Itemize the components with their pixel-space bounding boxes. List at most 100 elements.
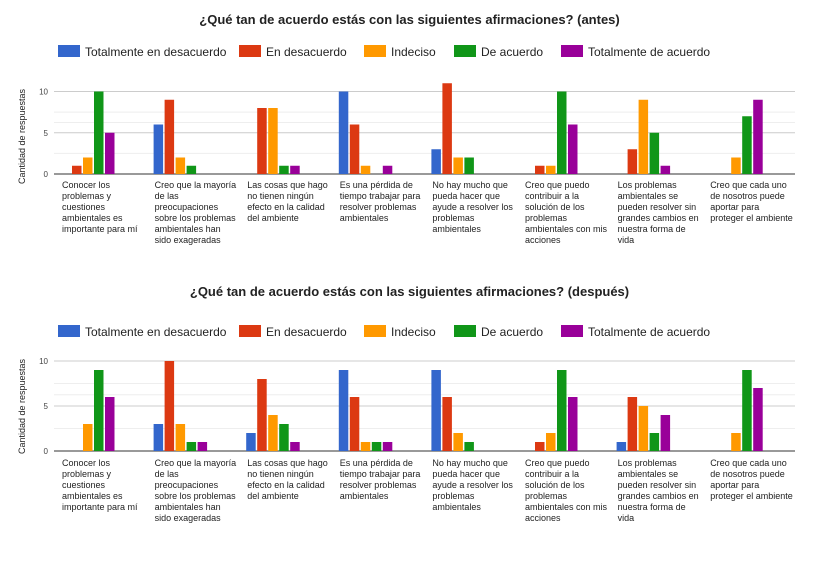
bar-totalmente-de-acuerdo <box>197 442 208 451</box>
bar-indeciso <box>731 157 741 174</box>
bar-totalmente-en-desacuerdo <box>616 442 627 451</box>
legend-swatch-de-acuerdo <box>454 325 476 337</box>
bar-en-desacuerdo <box>164 361 175 451</box>
bar-de-acuerdo <box>279 424 289 451</box>
bar-totalmente-de-acuerdo <box>753 99 763 174</box>
bar-indeciso <box>453 157 463 174</box>
bar-de-acuerdo <box>742 116 752 174</box>
bar-totalmente-de-acuerdo <box>660 165 671 174</box>
bar-de-acuerdo <box>557 91 567 174</box>
y-axis-label: Cantidad de respuestas <box>17 358 27 454</box>
y-tick-label: 0 <box>44 170 49 179</box>
x-tick-label: Creo que la mayoría de las preocupacione… <box>154 180 237 245</box>
bar-indeciso <box>83 424 93 451</box>
x-tick-label: Los problemas ambientales se pueden reso… <box>617 458 699 523</box>
x-tick-label: Creo que puedo contribuir a la solución … <box>525 180 608 245</box>
bar-totalmente-de-acuerdo <box>568 397 578 451</box>
bar-en-desacuerdo <box>257 108 267 174</box>
bar-en-desacuerdo <box>349 124 360 174</box>
bar-en-desacuerdo <box>257 379 267 451</box>
legend-swatch-en-desacuerdo <box>239 325 261 337</box>
y-tick-label: 5 <box>44 402 49 411</box>
bar-totalmente-de-acuerdo <box>660 415 671 451</box>
x-tick-label: Los problemas ambientales se pueden reso… <box>617 180 699 245</box>
legend-swatch-totalmente-de-acuerdo <box>561 325 583 337</box>
bar-totalmente-en-desacuerdo <box>153 124 164 174</box>
x-tick-label: Conocer los problemas y cuestiones ambie… <box>62 180 138 234</box>
bar-indeciso <box>83 157 93 174</box>
bar-indeciso <box>360 442 371 451</box>
bar-de-acuerdo <box>94 91 104 174</box>
legend-swatch-indeciso <box>364 325 386 337</box>
bar-en-desacuerdo <box>72 165 82 174</box>
bar-de-acuerdo <box>371 442 382 451</box>
y-tick-label: 5 <box>44 129 49 138</box>
bar-de-acuerdo <box>94 370 104 451</box>
bar-de-acuerdo <box>742 370 752 451</box>
bar-totalmente-de-acuerdo <box>382 442 393 451</box>
legend-label-totalmente-en-desacuerdo: Totalmente en desacuerdo <box>85 45 227 59</box>
bar-totalmente-de-acuerdo <box>105 132 115 174</box>
bar-totalmente-en-desacuerdo <box>153 424 164 451</box>
x-tick-label: Las cosas que hago no tienen ningún efec… <box>247 180 328 223</box>
bar-de-acuerdo <box>649 132 660 174</box>
bar-en-desacuerdo <box>535 442 545 451</box>
bar-en-desacuerdo <box>627 149 638 174</box>
bar-indeciso <box>360 165 371 174</box>
bar-indeciso <box>638 406 649 451</box>
y-axis-label: Cantidad de respuestas <box>17 88 27 184</box>
bar-de-acuerdo <box>464 442 474 451</box>
bar-totalmente-de-acuerdo <box>105 397 115 451</box>
x-tick-label: Creo que cada uno de nosotros puede apor… <box>710 180 793 223</box>
legend-label-totalmente-de-acuerdo: Totalmente de acuerdo <box>588 325 710 339</box>
x-tick-label: Creo que la mayoría de las preocupacione… <box>154 458 237 523</box>
legend-label-indeciso: Indeciso <box>391 45 436 59</box>
legend-label-indeciso: Indeciso <box>391 325 436 339</box>
bar-de-acuerdo <box>186 165 197 174</box>
bar-en-desacuerdo <box>349 397 360 451</box>
bar-indeciso <box>731 433 741 451</box>
chart-title: ¿Qué tan de acuerdo estás con las siguie… <box>189 284 630 299</box>
bar-totalmente-de-acuerdo <box>568 124 578 174</box>
bar-indeciso <box>546 165 556 174</box>
bar-indeciso <box>546 433 556 451</box>
bar-indeciso <box>175 157 186 174</box>
bar-indeciso <box>268 415 278 451</box>
bar-de-acuerdo <box>186 442 197 451</box>
x-tick-label: No hay mucho que pueda hacer que ayude a… <box>432 458 513 512</box>
x-tick-label: No hay mucho que pueda hacer que ayude a… <box>432 180 513 234</box>
bar-totalmente-en-desacuerdo <box>431 370 441 451</box>
bar-de-acuerdo <box>464 157 474 174</box>
legend-swatch-en-desacuerdo <box>239 45 261 57</box>
bar-de-acuerdo <box>649 433 660 451</box>
y-tick-label: 10 <box>39 88 48 97</box>
legend-swatch-totalmente-en-desacuerdo <box>58 45 80 57</box>
legend-label-en-desacuerdo: En desacuerdo <box>266 325 347 339</box>
x-tick-label: Creo que puedo contribuir a la solución … <box>525 458 608 523</box>
x-tick-label: Las cosas que hago no tienen ningún efec… <box>247 458 328 501</box>
y-tick-label: 0 <box>44 447 49 456</box>
bar-en-desacuerdo <box>442 83 452 174</box>
bar-en-desacuerdo <box>164 99 175 174</box>
y-tick-label: 10 <box>39 357 48 366</box>
legend-label-de-acuerdo: De acuerdo <box>481 45 543 59</box>
bar-indeciso <box>175 424 186 451</box>
chart-title: ¿Qué tan de acuerdo estás con las siguie… <box>199 12 620 27</box>
bar-indeciso <box>453 433 463 451</box>
legend-swatch-indeciso <box>364 45 386 57</box>
bar-totalmente-en-desacuerdo <box>431 149 441 174</box>
bar-de-acuerdo <box>279 165 289 174</box>
bar-totalmente-en-desacuerdo <box>246 433 256 451</box>
legend-swatch-totalmente-de-acuerdo <box>561 45 583 57</box>
chart-despues: ¿Qué tan de acuerdo estás con las siguie… <box>0 282 819 566</box>
bar-totalmente-en-desacuerdo <box>338 91 349 174</box>
bar-de-acuerdo <box>557 370 567 451</box>
bar-totalmente-de-acuerdo <box>290 165 300 174</box>
x-tick-label: Es una pérdida de tiempo trabajar para r… <box>339 180 421 223</box>
chart-svg: Totalmente en desacuerdo En desacuerdo Ind… <box>39 45 795 179</box>
chart-svg: Totalmente en desacuerdo En desacuerdo Ind… <box>39 325 795 456</box>
bar-totalmente-de-acuerdo <box>290 442 300 451</box>
x-tick-label: Es una pérdida de tiempo trabajar para r… <box>339 458 421 501</box>
bar-totalmente-de-acuerdo <box>382 165 393 174</box>
legend-label-totalmente-de-acuerdo: Totalmente de acuerdo <box>588 45 710 59</box>
